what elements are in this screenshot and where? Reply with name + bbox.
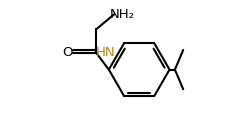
Text: NH₂: NH₂ xyxy=(110,8,134,21)
Text: O: O xyxy=(62,46,73,60)
Text: HN: HN xyxy=(95,46,115,60)
